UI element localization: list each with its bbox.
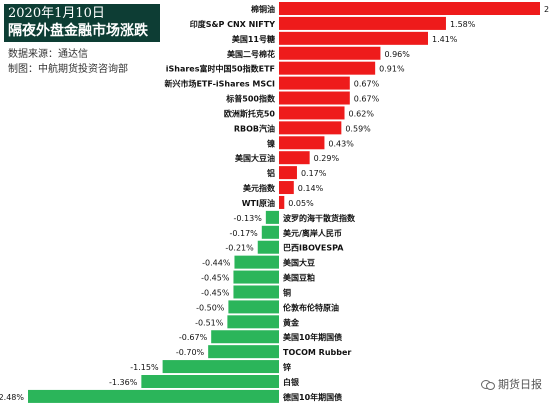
category-label-13: WTI原油 bbox=[242, 198, 275, 208]
category-label-1: 印度S&P CNX NIFTY bbox=[190, 19, 275, 29]
category-label-7: 欧洲斯托克50 bbox=[224, 108, 276, 118]
value-label-7: 0.62% bbox=[349, 109, 375, 118]
category-label-24: 锌 bbox=[283, 362, 291, 372]
category-label-16: 巴西IBOVESPA bbox=[283, 244, 344, 253]
value-label-13: 0.05% bbox=[288, 199, 314, 208]
bar-10 bbox=[279, 151, 310, 165]
bar-9 bbox=[279, 136, 325, 150]
category-label-26: 德国10年期国债 bbox=[283, 392, 342, 402]
bar-18 bbox=[233, 270, 279, 284]
value-label-20: -0.50% bbox=[196, 303, 225, 312]
category-label-10: 美国大豆油 bbox=[235, 153, 275, 163]
value-label-3: 0.96% bbox=[384, 50, 410, 59]
bar-25 bbox=[141, 375, 279, 388]
chart-title: 隔夜外盘金融市场涨跌 bbox=[8, 23, 148, 39]
bar-7 bbox=[279, 106, 345, 120]
value-label-26: -2.48% bbox=[0, 393, 24, 402]
category-label-20: 伦敦布伦特原油 bbox=[283, 302, 339, 312]
value-label-14: -0.13% bbox=[234, 214, 263, 223]
value-label-4: 0.91% bbox=[379, 65, 405, 74]
value-label-10: 0.29% bbox=[314, 154, 340, 163]
value-label-12: 0.14% bbox=[298, 184, 324, 193]
category-label-25: 白银 bbox=[283, 377, 300, 387]
value-label-18: -0.45% bbox=[201, 274, 230, 283]
category-label-12: 美元指数 bbox=[243, 183, 276, 193]
value-label-11: 0.17% bbox=[301, 169, 327, 178]
chart-date: 2020年1月10日 bbox=[8, 6, 105, 21]
value-label-17: -0.44% bbox=[202, 259, 231, 268]
category-label-15: 美元/离岸人民币 bbox=[283, 228, 342, 238]
category-label-23: TOCOM Rubber bbox=[283, 348, 351, 357]
chart-maker-note: 制图：中航期货投资咨询部 bbox=[8, 64, 128, 75]
value-label-23: -0.70% bbox=[176, 348, 205, 357]
category-label-3: 美国二号棉花 bbox=[227, 49, 275, 59]
bar-4 bbox=[279, 61, 376, 75]
bar-6 bbox=[279, 91, 350, 105]
chart-title-box: 2020年1月10日 隔夜外盘金融市场涨跌 bbox=[4, 4, 160, 42]
category-label-19: 铜 bbox=[283, 287, 291, 297]
value-label-0: 2.47% bbox=[544, 5, 550, 14]
bar-20 bbox=[228, 300, 279, 314]
category-label-18: 美国豆粕 bbox=[283, 273, 315, 283]
value-label-16: -0.21% bbox=[225, 244, 254, 253]
category-label-6: 标普500指数 bbox=[225, 94, 276, 104]
bar-21 bbox=[227, 315, 279, 329]
category-label-11: 铝 bbox=[267, 168, 275, 178]
category-label-17: 美国大豆 bbox=[283, 258, 315, 268]
watermark: 期货日报 bbox=[481, 376, 542, 392]
value-label-22: -0.67% bbox=[179, 333, 208, 342]
value-label-15: -0.17% bbox=[229, 229, 258, 238]
category-label-8: RBOB汽油 bbox=[234, 123, 275, 133]
value-label-1: 1.58% bbox=[450, 20, 476, 29]
category-label-9: 镍 bbox=[267, 138, 275, 148]
category-label-22: 美国10年期国债 bbox=[283, 332, 342, 342]
bar-14 bbox=[265, 210, 279, 224]
category-label-21: 黄金 bbox=[283, 317, 300, 327]
bar-26 bbox=[28, 389, 279, 403]
bar-3 bbox=[279, 46, 381, 60]
bar-16 bbox=[257, 240, 279, 254]
value-label-21: -0.51% bbox=[195, 318, 224, 327]
bar-17 bbox=[234, 255, 279, 269]
bar-22 bbox=[211, 330, 279, 344]
bar-12 bbox=[279, 181, 294, 195]
value-label-2: 1.41% bbox=[432, 35, 458, 44]
bar-0 bbox=[279, 2, 540, 15]
value-label-9: 0.43% bbox=[328, 139, 354, 148]
bar-13 bbox=[279, 195, 285, 209]
value-label-19: -0.45% bbox=[201, 288, 230, 297]
bar-19 bbox=[233, 285, 279, 299]
value-label-5: 0.67% bbox=[354, 80, 380, 89]
watermark-text: 期货日报 bbox=[498, 378, 542, 391]
bar-23 bbox=[208, 345, 279, 359]
bar-24 bbox=[162, 360, 279, 374]
category-label-2: 美国11号糖 bbox=[232, 34, 275, 44]
data-source-note: 数据来源：通达信 bbox=[8, 49, 88, 60]
category-label-4: iShares富时中国50指数ETF bbox=[166, 64, 275, 74]
wechat-icon bbox=[481, 379, 495, 390]
bar-2 bbox=[279, 31, 428, 45]
value-label-8: 0.59% bbox=[345, 124, 371, 133]
bar-1 bbox=[279, 16, 446, 30]
bar-8 bbox=[279, 121, 342, 135]
category-label-0: 棉铜油 bbox=[251, 4, 275, 14]
category-label-14: 波罗的海干散货指数 bbox=[283, 213, 356, 223]
bar-15 bbox=[261, 225, 279, 239]
value-label-24: -1.15% bbox=[130, 363, 159, 372]
value-label-6: 0.67% bbox=[354, 95, 380, 104]
category-label-5: 新兴市场ETF-iShares MSCI bbox=[164, 79, 275, 89]
value-label-25: -1.36% bbox=[109, 378, 138, 387]
bar-11 bbox=[279, 166, 297, 180]
bar-5 bbox=[279, 76, 350, 90]
